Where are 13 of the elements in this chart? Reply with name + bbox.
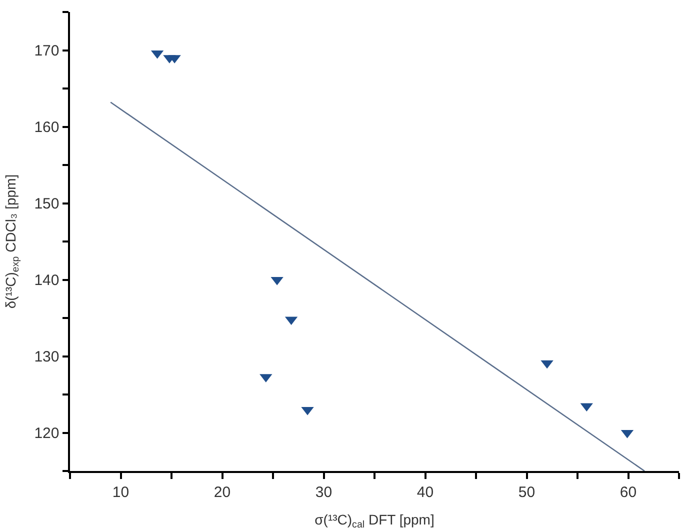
y-tick-label: 150 [34, 196, 60, 212]
x-tick-label: 50 [518, 484, 536, 501]
y-tick-label: 130 [34, 348, 60, 366]
x-tick-label: 40 [416, 484, 434, 501]
y-tick-label: 120 [34, 425, 60, 442]
y-tick-label: 140 [34, 272, 60, 289]
x-tick-label: 30 [315, 484, 332, 501]
x-axis-title: σ(¹³C)$_{cal}$ DFT [ppm] [314, 512, 434, 530]
x-tick-label: 20 [214, 484, 231, 501]
y-tick-label: 170 [34, 42, 60, 60]
x-tick-label: 10 [112, 484, 130, 501]
y-tick-label: 160 [34, 119, 60, 136]
x-tick-label: 60 [620, 484, 637, 501]
